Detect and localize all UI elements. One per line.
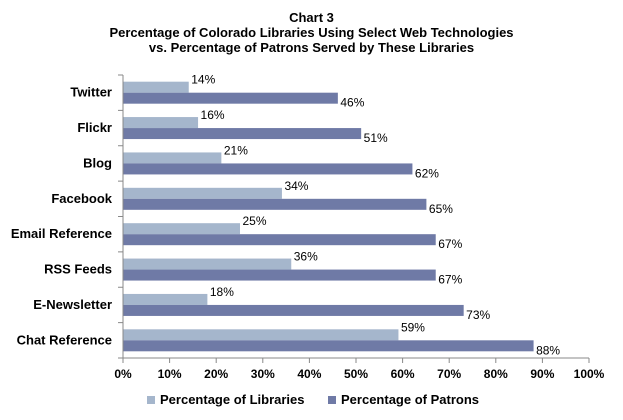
chart-title-line-2: Percentage of Colorado Libraries Using S… [109,25,514,40]
bar-libraries-4 [123,223,240,235]
bar-patrons-7 [123,340,534,352]
category-label-0: Twitter [70,85,112,100]
bar-patrons-3 [123,198,427,210]
bar-patrons-5 [123,269,436,281]
legend-item-patrons: Percentage of Patrons [328,392,479,407]
bar-libraries-1 [123,117,199,129]
legend-swatch-patrons [328,395,336,404]
x-tick-label-8: 80% [484,367,508,381]
data-label-libraries-7: 59% [401,320,425,334]
bar-patrons-0 [123,92,338,104]
bar-libraries-2 [123,152,222,164]
bar-libraries-3 [123,187,282,199]
x-tick-label-2: 20% [204,367,228,381]
category-label-6: E-Newsletter [33,297,112,312]
chart-title-line-1: Chart 3 [289,10,334,25]
chart-title-line-3: vs. Percentage of Patrons Served by Thes… [148,40,475,55]
data-label-patrons-5: 67% [438,273,462,287]
x-tick-label-3: 30% [251,367,275,381]
data-label-patrons-4: 67% [438,237,462,251]
data-label-patrons-1: 51% [364,131,388,145]
data-label-patrons-3: 65% [429,202,453,216]
x-tick-label-1: 10% [158,367,182,381]
x-tick-label-10: 100% [574,367,605,381]
data-label-libraries-6: 18% [210,285,234,299]
data-label-patrons-2: 62% [415,166,439,180]
category-label-4: Email Reference [11,226,112,241]
bar-libraries-6 [123,293,208,305]
bar-patrons-2 [123,163,413,175]
data-label-patrons-7: 88% [536,343,560,357]
legend-label-libraries: Percentage of Libraries [160,392,305,407]
data-label-patrons-0: 46% [340,96,364,110]
chart-legend: Percentage of Libraries Percentage of Pa… [0,392,623,410]
data-label-libraries-2: 21% [224,143,248,157]
legend-swatch-libraries [147,395,155,404]
bar-libraries-5 [123,258,292,270]
data-label-libraries-3: 34% [284,179,308,193]
data-label-libraries-4: 25% [243,214,267,228]
x-tick-label-9: 90% [530,367,554,381]
category-label-7: Chat Reference [17,332,112,347]
data-label-libraries-5: 36% [294,250,318,264]
data-label-libraries-0: 14% [191,73,215,87]
x-tick-label-5: 50% [344,367,368,381]
data-label-patrons-6: 73% [466,308,490,322]
legend-item-libraries: Percentage of Libraries [147,392,305,407]
x-tick-label-6: 60% [391,367,415,381]
data-label-libraries-1: 16% [201,108,225,122]
bar-libraries-7 [123,329,399,341]
bar-libraries-0 [123,81,189,93]
x-tick-label-0: 0% [114,367,132,381]
category-label-1: Flickr [77,120,112,135]
legend-label-patrons: Percentage of Patrons [341,392,479,407]
bar-patrons-4 [123,234,436,246]
category-label-3: Facebook [51,191,112,206]
category-label-5: RSS Feeds [44,262,112,277]
x-tick-label-7: 70% [437,367,461,381]
x-tick-label-4: 40% [297,367,321,381]
bar-patrons-6 [123,304,464,316]
category-label-2: Blog [83,155,112,170]
bar-patrons-1 [123,128,362,140]
